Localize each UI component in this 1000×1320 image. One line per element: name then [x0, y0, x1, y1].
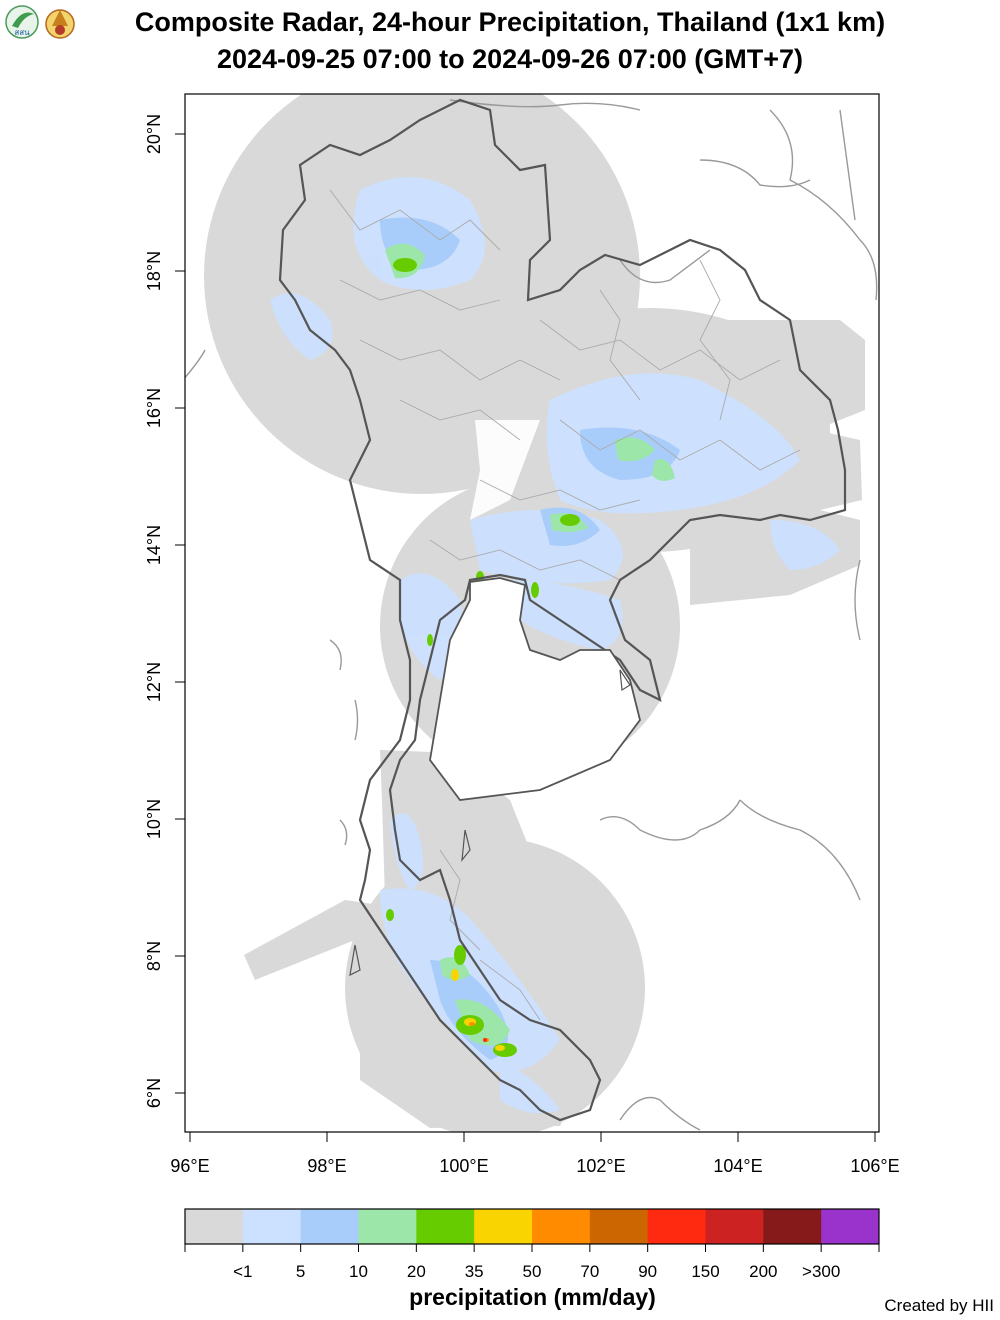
- legend-label: 150: [691, 1262, 719, 1281]
- legend-label: 5: [296, 1262, 305, 1281]
- legend-swatch: [242, 1209, 302, 1244]
- legend-label: <1: [233, 1262, 252, 1281]
- legend-label: 20: [407, 1262, 426, 1281]
- lon-tick-label: 102°E: [576, 1156, 625, 1176]
- legend-label: 90: [638, 1262, 657, 1281]
- agency-logos: สสน: [5, 5, 75, 39]
- lon-tick-marks: [189, 1132, 876, 1142]
- legend-label: 200: [749, 1262, 777, 1281]
- legend-label: 35: [465, 1262, 484, 1281]
- thailand-border: [278, 98, 847, 1122]
- legend-label: 50: [523, 1262, 542, 1281]
- legend-swatch: [300, 1209, 359, 1244]
- precip-very-heavy: [386, 258, 580, 1057]
- map-area: [185, 94, 878, 1132]
- legend-swatch: [358, 1209, 417, 1244]
- map-title: Composite Radar, 24-hour Precipitation, …: [134, 7, 886, 37]
- hii-logo-icon: สสน: [5, 5, 39, 39]
- lat-tick-label: 18°N: [144, 251, 164, 291]
- province-borders: [329, 189, 801, 1021]
- royal-emblem-icon: [45, 9, 75, 39]
- legend-title: precipitation (mm/day): [409, 1284, 656, 1310]
- lat-tick-label: 12°N: [144, 662, 164, 702]
- legend-swatch: [532, 1209, 591, 1244]
- legend-swatch: [705, 1209, 764, 1244]
- neighbour-borders: [185, 99, 878, 1131]
- lat-tick-labels: 20°N 18°N 16°N 14°N 12°N 10°N 8°N 6°N: [144, 114, 164, 1108]
- legend-swatch: [589, 1209, 649, 1244]
- legend-labels: <1 5 10 20 35 50 70 90 150 200 >300: [233, 1262, 840, 1281]
- legend-label: 70: [580, 1262, 599, 1281]
- legend-swatch: [647, 1209, 706, 1244]
- legend-swatch: [185, 1209, 244, 1244]
- lon-tick-label: 100°E: [439, 1156, 488, 1176]
- lat-tick-label: 20°N: [144, 114, 164, 154]
- lat-tick-marks: [175, 133, 185, 1094]
- svg-text:สสน: สสน: [14, 28, 30, 37]
- lat-tick-label: 14°N: [144, 525, 164, 565]
- lat-tick-label: 6°N: [144, 1078, 164, 1108]
- lon-tick-label: 98°E: [307, 1156, 346, 1176]
- legend-swatch: [821, 1209, 880, 1244]
- map-frame: [184, 93, 880, 1133]
- lon-tick-labels: 96°E 98°E 100°E 102°E 104°E 106°E: [170, 1156, 899, 1176]
- lat-tick-label: 16°N: [144, 388, 164, 428]
- legend-label: >300: [802, 1262, 840, 1281]
- lon-tick-label: 96°E: [170, 1156, 209, 1176]
- lon-tick-label: 106°E: [850, 1156, 899, 1176]
- credit-text: Created by HII: [884, 1296, 994, 1315]
- legend-swatch: [416, 1209, 475, 1244]
- lat-tick-label: 10°N: [144, 799, 164, 839]
- precip-legend: [185, 1209, 880, 1244]
- map-subtitle-daterange: 2024-09-25 07:00 to 2024-09-26 07:00 (GM…: [216, 44, 804, 74]
- lon-tick-label: 104°E: [713, 1156, 762, 1176]
- legend-swatch: [474, 1209, 533, 1244]
- legend-tick-marks: [184, 1244, 880, 1252]
- legend-label: 10: [349, 1262, 368, 1281]
- legend-swatch: [763, 1209, 822, 1244]
- lat-tick-label: 8°N: [144, 941, 164, 971]
